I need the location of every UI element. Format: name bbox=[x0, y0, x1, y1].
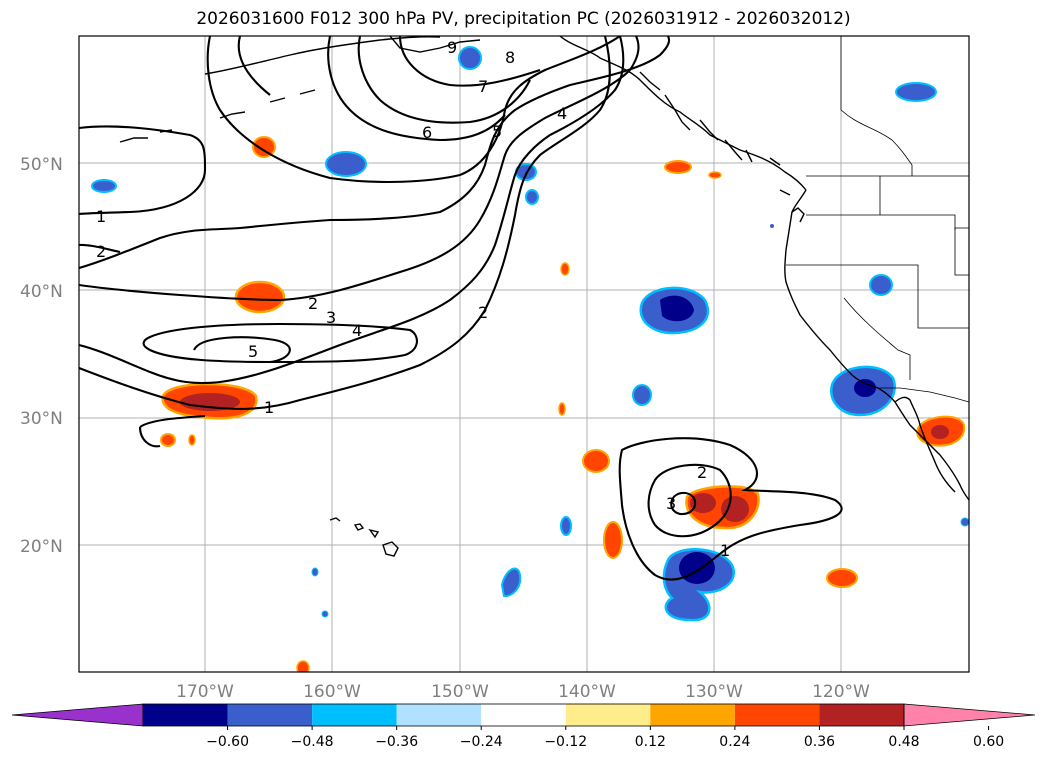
lon-labels: 170°W 160°W 150°W 140°W 130°W 120°W bbox=[176, 682, 870, 702]
colorbar: −0.60 −0.48 −0.36 −0.24 −0.12 0.12 0.24 0.36 0.4… bbox=[11, 703, 1036, 750]
pv-label: 2 bbox=[697, 463, 707, 482]
pv-label: 5 bbox=[492, 122, 502, 141]
colorbar-tick-label: −0.60 bbox=[206, 734, 249, 750]
colorbar-tick-label: 0.60 bbox=[973, 734, 1004, 750]
colorbar-tick-label: −0.24 bbox=[460, 734, 503, 750]
colorbar-tick-label: −0.36 bbox=[375, 734, 418, 750]
map-area[interactable] bbox=[79, 36, 969, 672]
pv-label: 3 bbox=[666, 494, 676, 513]
colorbar-tick-label: −0.12 bbox=[544, 734, 587, 750]
colorbar-segment bbox=[565, 704, 651, 726]
pv-label: 6 bbox=[422, 123, 432, 142]
lat-label: 40°N bbox=[20, 282, 63, 302]
colorbar-tick-label: 0.12 bbox=[635, 734, 666, 750]
pv-label: 7 bbox=[478, 77, 488, 96]
map-title: 2026031600 F012 300 hPa PV, precipitatio… bbox=[196, 9, 851, 29]
precip-negative bbox=[91, 46, 969, 622]
pv-label: 4 bbox=[352, 321, 362, 340]
pv-label: 4 bbox=[557, 104, 567, 123]
colorbar-tick-label: −0.48 bbox=[291, 734, 334, 750]
colorbar-tick-label: 0.36 bbox=[804, 734, 835, 750]
colorbar-outline bbox=[142, 703, 905, 727]
colorbar-segment bbox=[734, 704, 820, 726]
lon-label: 140°W bbox=[558, 682, 616, 702]
lat-labels: 50°N 40°N 30°N 20°N bbox=[20, 155, 63, 557]
colorbar-segment bbox=[227, 704, 313, 726]
colorbar-tick-label: 0.24 bbox=[719, 734, 750, 750]
colorbar-segment bbox=[819, 704, 904, 726]
lat-label: 50°N bbox=[20, 155, 63, 175]
colorbar-segment bbox=[481, 704, 566, 726]
pv-label: 9 bbox=[447, 38, 457, 57]
pv-label: 1 bbox=[96, 207, 106, 226]
pv-label: 2 bbox=[96, 242, 106, 261]
map-frame bbox=[78, 35, 970, 673]
pv-label: 1 bbox=[720, 541, 730, 560]
pv-contours bbox=[79, 36, 843, 581]
borders bbox=[786, 36, 969, 403]
colorbar-segment bbox=[650, 704, 735, 726]
colorbar-extend-high bbox=[903, 703, 1036, 727]
lon-label: 130°W bbox=[685, 682, 743, 702]
pv-label: 8 bbox=[505, 48, 515, 67]
lon-label: 160°W bbox=[303, 682, 361, 702]
pv-label: 1 bbox=[264, 398, 274, 417]
pv-contour-labels: 1 2 2 3 4 5 1 2 4 5 6 7 8 9 2 3 1 bbox=[96, 38, 730, 560]
lat-label: 30°N bbox=[20, 409, 63, 429]
pv-label: 3 bbox=[326, 308, 336, 327]
colorbar-tick-label: 0.48 bbox=[888, 734, 919, 750]
precip-positive bbox=[160, 136, 966, 672]
lon-label: 120°W bbox=[812, 682, 870, 702]
colorbar-segment bbox=[143, 704, 228, 726]
pv-label: 5 bbox=[248, 342, 258, 361]
pv-label: 2 bbox=[308, 294, 318, 313]
colorbar-extend-low bbox=[11, 703, 144, 727]
lat-label: 20°N bbox=[20, 537, 63, 557]
pv-label: 2 bbox=[478, 303, 488, 322]
hawaii-islands bbox=[329, 517, 399, 557]
lon-label: 170°W bbox=[176, 682, 234, 702]
lon-label: 150°W bbox=[431, 682, 489, 702]
colorbar-segment bbox=[312, 704, 397, 726]
coastlines bbox=[119, 36, 969, 501]
colorbar-segment bbox=[396, 704, 482, 726]
